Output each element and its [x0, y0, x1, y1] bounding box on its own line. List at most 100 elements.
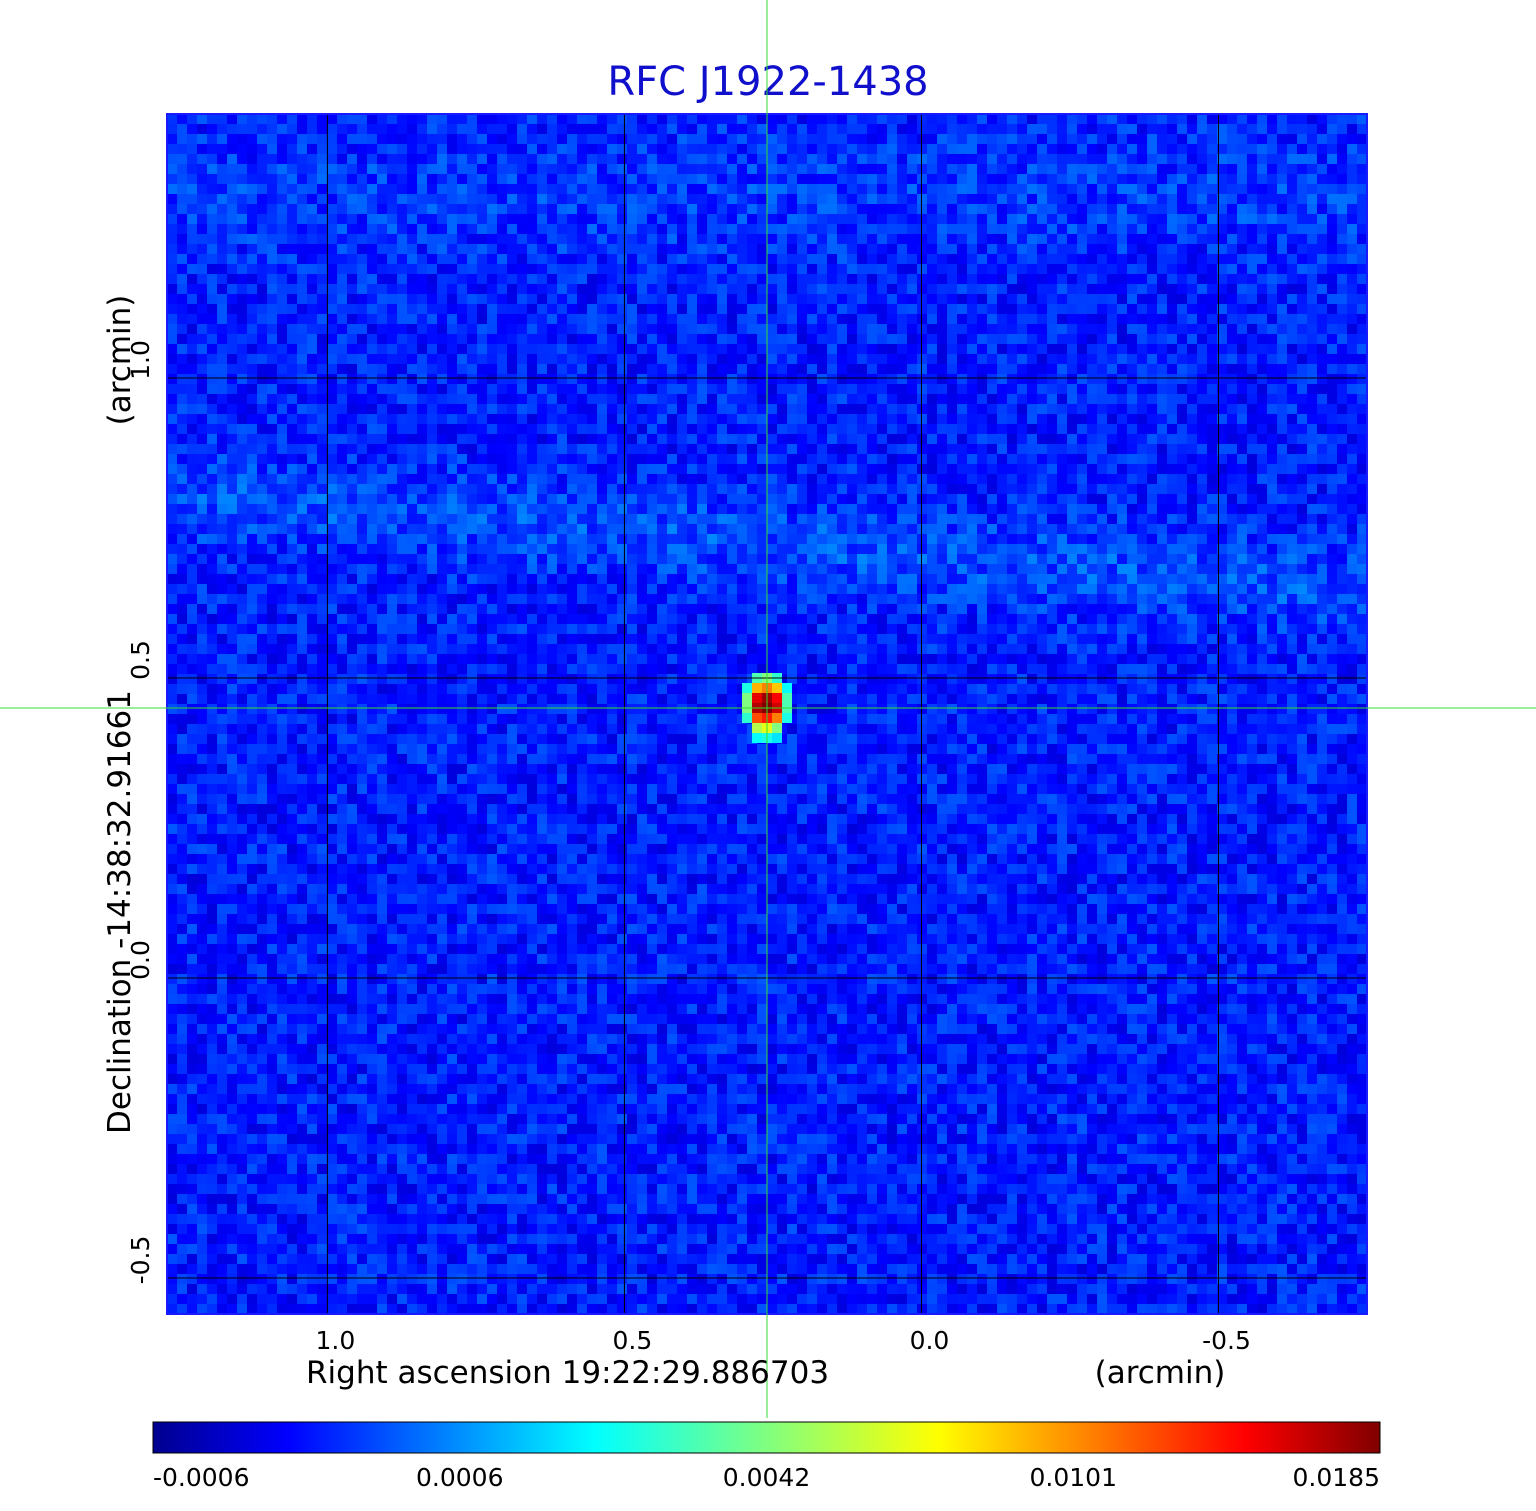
- noise-pixel: [457, 514, 467, 524]
- noise-pixel: [807, 174, 817, 184]
- noise-pixel: [307, 404, 317, 414]
- noise-pixel: [1097, 244, 1107, 254]
- noise-pixel: [227, 194, 237, 204]
- noise-pixel: [477, 354, 487, 364]
- noise-pixel: [1357, 494, 1367, 504]
- noise-pixel: [657, 254, 667, 264]
- noise-pixel: [627, 494, 637, 504]
- noise-pixel: [697, 124, 707, 134]
- noise-pixel: [1047, 474, 1057, 484]
- noise-pixel: [327, 134, 337, 144]
- noise-pixel: [1057, 114, 1067, 124]
- noise-pixel: [867, 384, 877, 394]
- noise-pixel: [217, 514, 227, 524]
- noise-pixel: [267, 234, 277, 244]
- noise-pixel: [637, 204, 647, 214]
- noise-pixel: [617, 374, 627, 384]
- noise-pixel: [537, 214, 547, 224]
- noise-pixel: [727, 154, 737, 164]
- noise-pixel: [1307, 134, 1317, 144]
- noise-pixel: [1047, 114, 1057, 124]
- noise-pixel: [1007, 304, 1017, 314]
- noise-pixel: [1267, 304, 1277, 314]
- noise-pixel: [627, 354, 637, 364]
- noise-pixel: [1227, 294, 1237, 304]
- noise-pixel: [1117, 414, 1127, 424]
- noise-pixel: [1147, 294, 1157, 304]
- noise-pixel: [357, 284, 367, 294]
- noise-pixel: [647, 324, 657, 334]
- noise-pixel: [927, 344, 937, 354]
- noise-pixel: [727, 314, 737, 324]
- noise-pixel: [1067, 274, 1077, 284]
- noise-pixel: [837, 164, 847, 174]
- noise-pixel: [647, 124, 657, 134]
- noise-pixel: [717, 234, 727, 244]
- noise-pixel: [697, 474, 707, 484]
- noise-pixel: [297, 324, 307, 334]
- noise-pixel: [847, 454, 857, 464]
- noise-pixel: [307, 124, 317, 134]
- noise-pixel: [507, 334, 517, 344]
- noise-pixel: [647, 254, 657, 264]
- noise-pixel: [557, 334, 567, 344]
- noise-pixel: [1327, 424, 1337, 434]
- noise-pixel: [337, 164, 347, 174]
- noise-pixel: [567, 234, 577, 244]
- noise-pixel: [347, 134, 357, 144]
- noise-pixel: [867, 134, 877, 144]
- noise-pixel: [807, 414, 817, 424]
- noise-pixel: [187, 404, 197, 414]
- noise-pixel: [1127, 224, 1137, 234]
- noise-pixel: [857, 184, 867, 194]
- noise-pixel: [787, 474, 797, 484]
- noise-pixel: [377, 464, 387, 474]
- noise-pixel: [1267, 504, 1277, 514]
- noise-pixel: [337, 224, 347, 234]
- noise-pixel: [1157, 494, 1167, 504]
- noise-pixel: [237, 444, 247, 454]
- noise-pixel: [1037, 324, 1047, 334]
- noise-pixel: [577, 254, 587, 264]
- noise-pixel: [777, 344, 787, 354]
- noise-pixel: [587, 134, 597, 144]
- noise-pixel: [1287, 354, 1297, 364]
- noise-pixel: [1107, 204, 1117, 214]
- noise-pixel: [1137, 514, 1147, 524]
- noise-pixel: [867, 154, 877, 164]
- noise-pixel: [1017, 334, 1027, 344]
- noise-pixel: [537, 364, 547, 374]
- noise-pixel: [897, 154, 907, 164]
- noise-pixel: [1117, 314, 1127, 324]
- noise-pixel: [277, 164, 287, 174]
- noise-pixel: [757, 184, 767, 194]
- noise-pixel: [317, 364, 327, 374]
- noise-pixel: [377, 234, 387, 244]
- noise-pixel: [997, 144, 1007, 154]
- noise-pixel: [887, 434, 897, 444]
- noise-pixel: [247, 374, 257, 384]
- noise-pixel: [1187, 244, 1197, 254]
- noise-pixel: [427, 504, 437, 514]
- noise-pixel: [1297, 234, 1307, 244]
- noise-pixel: [507, 114, 517, 124]
- noise-pixel: [737, 364, 747, 374]
- noise-pixel: [647, 184, 657, 194]
- noise-pixel: [777, 374, 787, 384]
- noise-pixel: [177, 494, 187, 504]
- noise-pixel: [217, 414, 227, 424]
- noise-pixel: [367, 404, 377, 414]
- noise-pixel: [937, 464, 947, 474]
- noise-pixel: [287, 284, 297, 294]
- noise-pixel: [347, 514, 357, 524]
- noise-pixel: [877, 184, 887, 194]
- noise-pixel: [957, 244, 967, 254]
- noise-pixel: [587, 354, 597, 364]
- noise-pixel: [877, 464, 887, 474]
- noise-pixel: [1287, 414, 1297, 424]
- noise-pixel: [1257, 174, 1267, 184]
- noise-pixel: [307, 494, 317, 504]
- noise-pixel: [547, 334, 557, 344]
- noise-pixel: [457, 404, 467, 414]
- noise-pixel: [687, 304, 697, 314]
